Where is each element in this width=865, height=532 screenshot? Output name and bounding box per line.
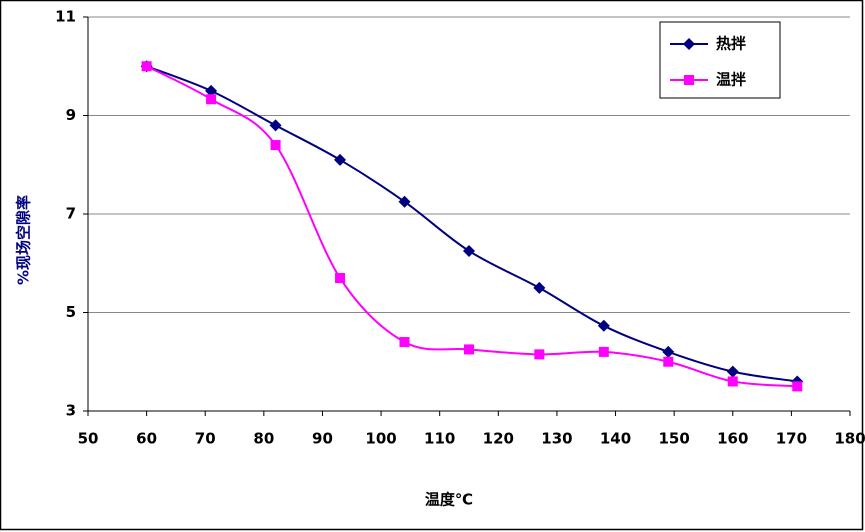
x-tick-label: 130 <box>541 430 572 448</box>
marker <box>334 153 347 166</box>
x-tick-label: 160 <box>717 430 748 448</box>
marker <box>399 337 410 348</box>
x-tick-label: 100 <box>365 430 396 448</box>
x-tick-label: 110 <box>424 430 455 448</box>
y-tick-label: 3 <box>66 402 76 420</box>
legend-box <box>659 21 781 99</box>
marker <box>398 195 411 208</box>
marker <box>533 281 546 294</box>
marker <box>141 61 152 72</box>
x-tick-label: 80 <box>253 430 274 448</box>
marker <box>598 346 609 357</box>
marker <box>270 140 281 151</box>
marker <box>726 365 739 378</box>
series-line <box>146 65 798 388</box>
marker <box>206 94 217 105</box>
marker <box>205 84 218 97</box>
x-tick-label: 140 <box>600 430 631 448</box>
marker <box>663 356 674 367</box>
marker <box>534 349 545 360</box>
y-axis-label: %现场空隙率 <box>15 195 33 285</box>
y-tick-label: 11 <box>55 8 76 26</box>
marker <box>597 319 610 332</box>
y-tick-label: 7 <box>66 205 76 223</box>
marker <box>684 75 694 85</box>
marker <box>335 273 346 284</box>
marker <box>683 38 695 50</box>
x-tick-label: 120 <box>483 430 514 448</box>
x-axis-label: 温度℃ <box>425 491 473 509</box>
x-tick-label: 50 <box>78 430 99 448</box>
legend-label: 热拌 <box>716 35 746 53</box>
marker <box>464 344 474 355</box>
x-tick-label: 150 <box>658 430 689 448</box>
legend-label: 温拌 <box>716 71 746 89</box>
x-tick-label: 180 <box>834 430 865 448</box>
x-tick-label: 60 <box>136 430 157 448</box>
marker <box>269 119 282 132</box>
marker <box>792 381 803 392</box>
marker <box>463 244 475 257</box>
x-tick-label: 170 <box>776 430 807 448</box>
y-tick-label: 5 <box>66 303 76 321</box>
marker <box>727 376 738 387</box>
x-tick-label: 90 <box>312 430 333 448</box>
y-tick-label: 9 <box>66 106 76 124</box>
marker <box>662 345 675 358</box>
x-tick-label: 70 <box>195 430 216 448</box>
